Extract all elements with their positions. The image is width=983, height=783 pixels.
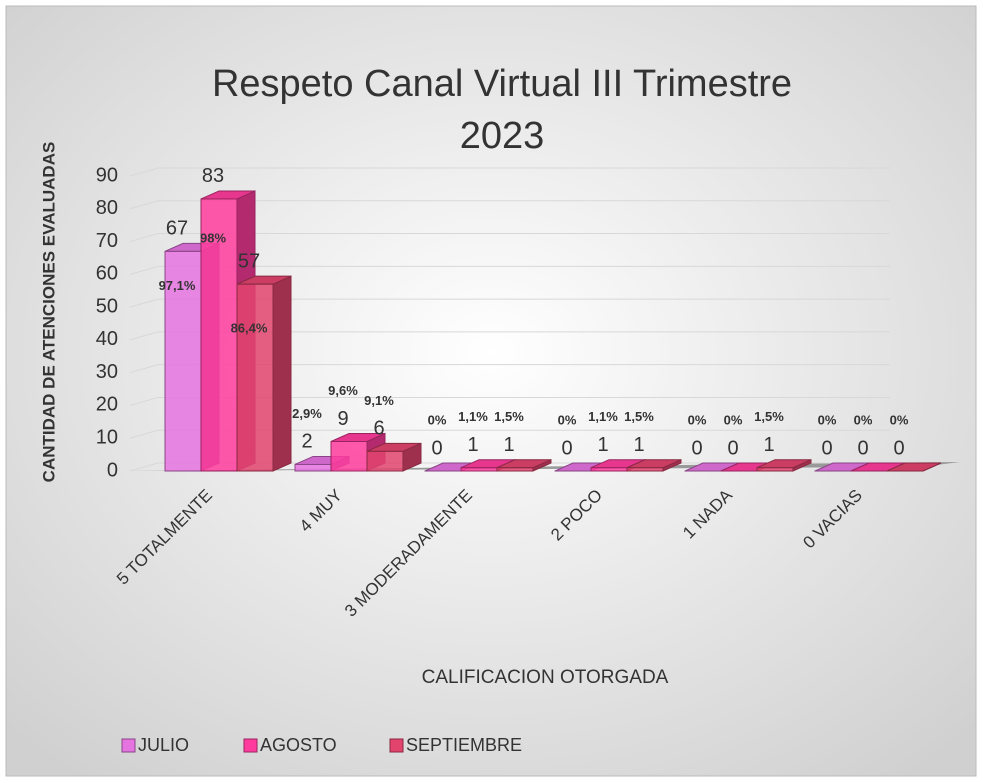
value-label: 1 [467,434,478,456]
legend-swatch [389,738,404,753]
bar [164,250,202,472]
bar [626,467,664,472]
grid-line [129,298,890,308]
value-label: 0 [431,437,442,459]
value-label: 1 [633,434,644,456]
percent-label: 2,9% [292,406,322,421]
value-label: 0 [561,437,572,459]
percent-label: 0% [854,412,873,427]
percent-label: 9,1% [364,393,394,408]
y-tick-label: 90 [96,164,118,186]
value-label: 0 [727,437,738,459]
legend-label: JULIO [138,735,189,755]
grid-line [129,429,890,439]
value-label: 83 [202,165,224,187]
grid-line [129,364,890,374]
legend-swatch [243,738,258,753]
value-label: 0 [893,437,904,459]
y-tick-label: 80 [96,197,118,219]
y-tick-label: 60 [96,263,118,285]
chart-title: Respeto Canal Virtual III Trimestre [212,63,792,105]
y-tick-label: 10 [96,427,118,449]
y-tick-label: 0 [107,459,118,481]
bar [294,463,332,472]
percent-label: 98% [200,230,226,245]
percent-label: 0% [688,412,707,427]
bar [590,467,628,472]
percent-label: 86,4% [231,321,268,336]
grid-line [129,233,890,243]
value-label: 0 [857,437,868,459]
percent-label: 1,5% [494,409,524,424]
chart-subtitle: 2023 [460,115,545,157]
x-axis-title: CALIFICACION OTORGADA [422,667,669,688]
percent-label: 1,5% [624,409,654,424]
grid-line [129,331,890,341]
y-tick-label: 50 [96,295,118,317]
y-axis-title: CANTIDAD DE ATENCIONES EVALUADAS [39,142,58,483]
value-label: 57 [238,250,260,272]
percent-label: 0% [724,412,743,427]
bar [366,450,404,472]
y-tick-label: 30 [96,361,118,383]
value-label: 6 [373,418,384,440]
legend-label: AGOSTO [260,735,337,755]
grid-line [129,200,890,210]
bar [330,441,368,472]
percent-label: 0% [818,412,837,427]
bar [496,467,534,472]
legend-swatch [121,738,136,753]
value-label: 0 [821,437,832,459]
percent-label: 97,1% [159,278,196,293]
percent-label: 0% [428,412,447,427]
bar-side [272,275,292,472]
percent-label: 1,1% [458,409,488,424]
y-tick-label: 70 [96,230,118,252]
bar [236,283,274,472]
value-label: 1 [597,434,608,456]
y-tick-label: 40 [96,328,118,350]
percent-label: 0% [890,412,909,427]
value-label: 67 [166,218,188,240]
percent-label: 1,5% [754,409,784,424]
grid-line [129,265,890,275]
value-label: 1 [503,434,514,456]
percent-label: 1,1% [588,409,618,424]
bar [460,467,498,472]
bar [756,467,794,472]
bar [200,198,238,472]
value-label: 1 [763,434,774,456]
value-label: 0 [691,437,702,459]
percent-label: 9,6% [328,383,358,398]
value-label: 9 [337,408,348,430]
grid-line [129,167,890,177]
y-tick-label: 20 [96,394,118,416]
value-label: 2 [301,431,312,453]
grid-line [129,396,890,406]
percent-label: 0% [558,412,577,427]
legend-label: SEPTIEMBRE [406,735,522,755]
